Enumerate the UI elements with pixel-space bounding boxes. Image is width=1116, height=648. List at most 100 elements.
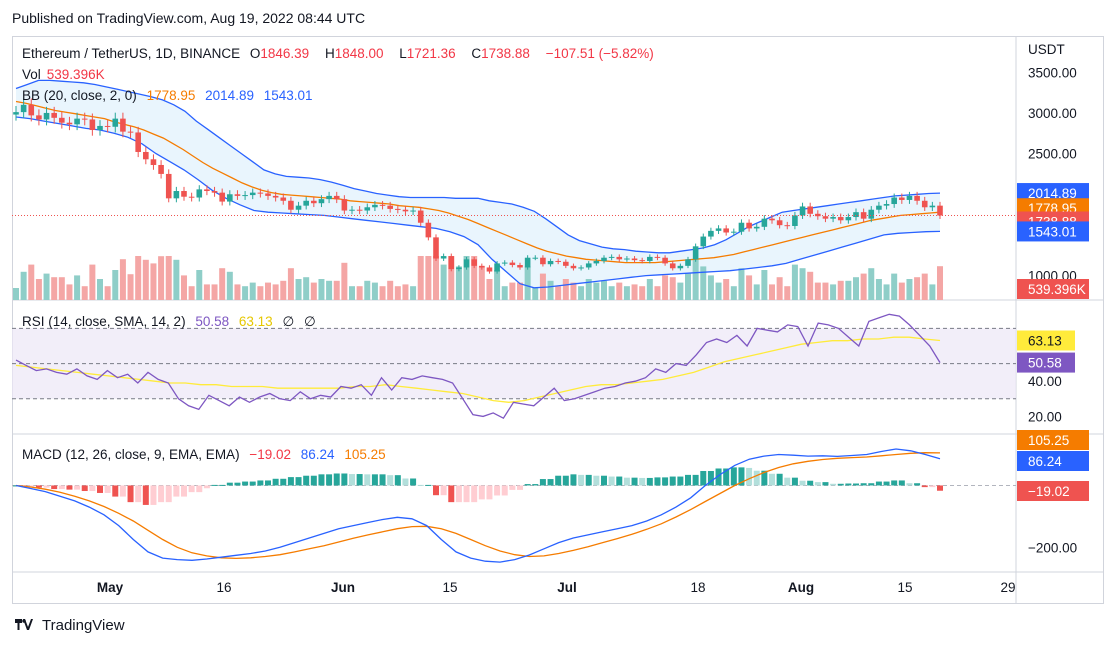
volume-bar xyxy=(379,286,386,300)
macd-histogram-bar xyxy=(119,485,126,497)
candle xyxy=(249,192,256,196)
candle xyxy=(227,194,233,202)
macd-histogram-bar xyxy=(455,485,462,503)
candle xyxy=(364,207,371,211)
candle xyxy=(731,231,737,233)
candle xyxy=(654,256,661,258)
macd-histogram-bar xyxy=(318,474,325,486)
volume-bar xyxy=(104,286,111,300)
macd-histogram-bar xyxy=(555,475,562,486)
macd-histogram-bar xyxy=(287,477,294,486)
volume-bar xyxy=(112,270,119,300)
candle xyxy=(97,125,103,131)
bb-upper-line xyxy=(15,79,941,254)
volume-bar xyxy=(181,275,187,300)
high-value: 1848.00 xyxy=(334,46,384,61)
macd-histogram-bar xyxy=(776,473,783,486)
candle xyxy=(563,261,569,266)
macd-badge-label: 105.25 xyxy=(1028,433,1069,448)
candle xyxy=(181,191,187,197)
candle xyxy=(463,259,470,268)
macd-histogram-bar xyxy=(295,477,302,486)
macd-histogram-bar xyxy=(242,481,249,486)
volume-bar xyxy=(310,282,317,300)
candle xyxy=(540,257,546,265)
candle xyxy=(501,262,508,264)
macd-histogram-bar xyxy=(860,483,867,486)
macd-histogram-bar xyxy=(623,477,630,486)
macd-badge-label: −19.02 xyxy=(1028,484,1070,499)
candle xyxy=(585,263,592,268)
volume-bar xyxy=(440,264,447,300)
symbol-legend: Ethereum / TetherUS, 1D, BINANCE O1846.3… xyxy=(22,46,654,61)
macd-histogram-bar xyxy=(35,485,42,488)
candle xyxy=(318,199,325,204)
candle xyxy=(402,209,409,212)
volume-bar xyxy=(58,277,65,300)
volume-bar xyxy=(257,286,264,300)
macd-histogram-bar xyxy=(570,474,577,486)
macd-histogram-bar xyxy=(898,480,905,486)
candle xyxy=(417,210,424,223)
candle xyxy=(51,112,57,118)
candle xyxy=(631,258,638,261)
volume-bar xyxy=(662,275,669,300)
volume-bar xyxy=(20,271,27,300)
volume-bar xyxy=(333,280,340,300)
macd-histogram-bar xyxy=(234,482,241,486)
volume-bar xyxy=(623,286,630,300)
price-badge xyxy=(1017,183,1089,204)
volume-bar xyxy=(43,273,50,300)
volume-bar xyxy=(937,266,943,300)
candle xyxy=(860,212,867,219)
candle xyxy=(723,228,729,233)
macd-histogram-bar xyxy=(784,477,791,486)
volume-bar xyxy=(524,266,531,300)
macd-histogram-bar xyxy=(891,480,898,486)
chart-canvas[interactable]: 3500.003000.002500.001000.00USDT2014.891… xyxy=(12,36,1104,604)
low-value: 1721.36 xyxy=(406,46,456,61)
macd-histogram-bar xyxy=(906,483,913,486)
volume-bar xyxy=(746,275,753,300)
macd-histogram-bar xyxy=(562,475,569,486)
candle xyxy=(280,197,287,201)
candle xyxy=(555,260,561,262)
candle xyxy=(876,205,882,210)
candle xyxy=(677,265,684,269)
candle xyxy=(753,226,760,229)
candle xyxy=(853,212,859,218)
macd-histogram-bar xyxy=(371,474,378,486)
volume-bar xyxy=(891,273,898,300)
candle xyxy=(547,260,554,265)
candle xyxy=(43,112,50,120)
macd-histogram-bar xyxy=(532,484,539,486)
volume-bar xyxy=(219,268,226,300)
time-tick-label: Aug xyxy=(788,580,814,595)
macd-histogram-bar xyxy=(769,473,775,486)
macd-histogram-bar xyxy=(692,474,699,486)
candle xyxy=(433,237,439,259)
volume-bar xyxy=(776,277,783,300)
candle xyxy=(425,222,432,238)
volume-bar xyxy=(433,256,439,300)
macd-histogram-bar xyxy=(921,485,928,488)
volume-bar xyxy=(287,268,294,300)
macd-histogram-bar xyxy=(738,467,745,486)
macd-histogram-bar xyxy=(578,474,585,486)
volume-bar xyxy=(578,286,585,300)
macd-histogram-bar xyxy=(853,483,859,486)
candle xyxy=(761,218,768,227)
candle xyxy=(700,236,707,247)
volume-bar xyxy=(601,280,607,300)
macd-histogram-bar xyxy=(486,485,493,500)
macd-badge xyxy=(1017,430,1089,450)
candle xyxy=(120,118,126,132)
price-badge xyxy=(1017,221,1089,242)
candle xyxy=(570,265,577,269)
time-tick-label: 15 xyxy=(442,580,457,595)
candle xyxy=(288,200,294,210)
macd-histogram-bar xyxy=(142,485,149,505)
candle xyxy=(410,210,416,212)
macd-histogram-bar xyxy=(501,485,508,496)
close-value: 1738.88 xyxy=(481,46,530,61)
